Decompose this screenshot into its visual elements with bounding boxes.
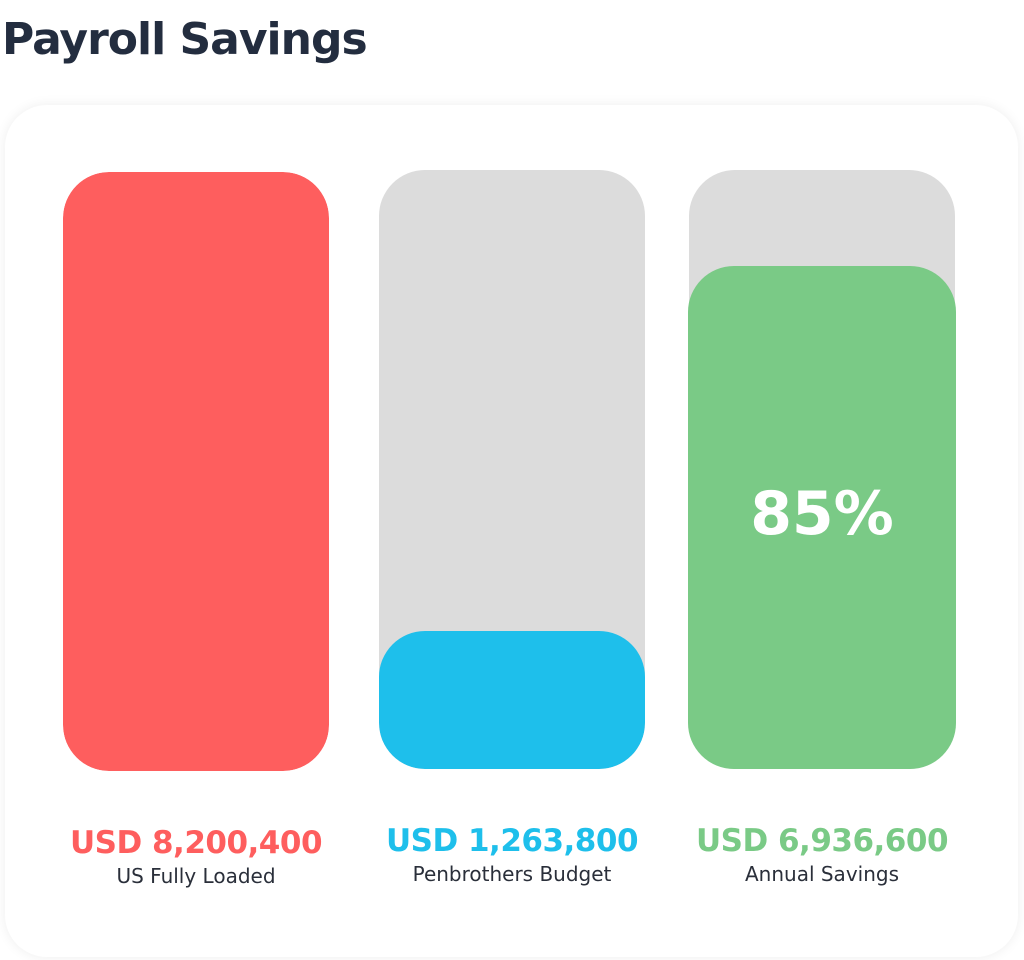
- value-label: USD 1,263,800: [385, 823, 639, 859]
- category-label: Annual Savings: [744, 862, 899, 886]
- bar-annual-savings: 85%: [688, 170, 956, 769]
- bar-us-fully-loaded: [63, 172, 329, 771]
- category-label: US Fully Loaded: [116, 864, 276, 888]
- savings-percent-label: 85%: [750, 479, 894, 550]
- bar-fill: [63, 172, 329, 771]
- bar-fill: 85%: [688, 265, 956, 769]
- value-label: USD 6,936,600: [695, 823, 949, 859]
- category-label: Penbrothers Budget: [412, 862, 612, 886]
- bar-penbrothers-budget: [379, 170, 645, 769]
- value-label: USD 8,200,400: [69, 825, 323, 861]
- savings-card: 85% USD 8,200,400 US Fully Loaded USD 1,…: [5, 105, 1018, 957]
- page-title: Payroll Savings: [2, 14, 368, 65]
- bar-fill: [379, 631, 645, 769]
